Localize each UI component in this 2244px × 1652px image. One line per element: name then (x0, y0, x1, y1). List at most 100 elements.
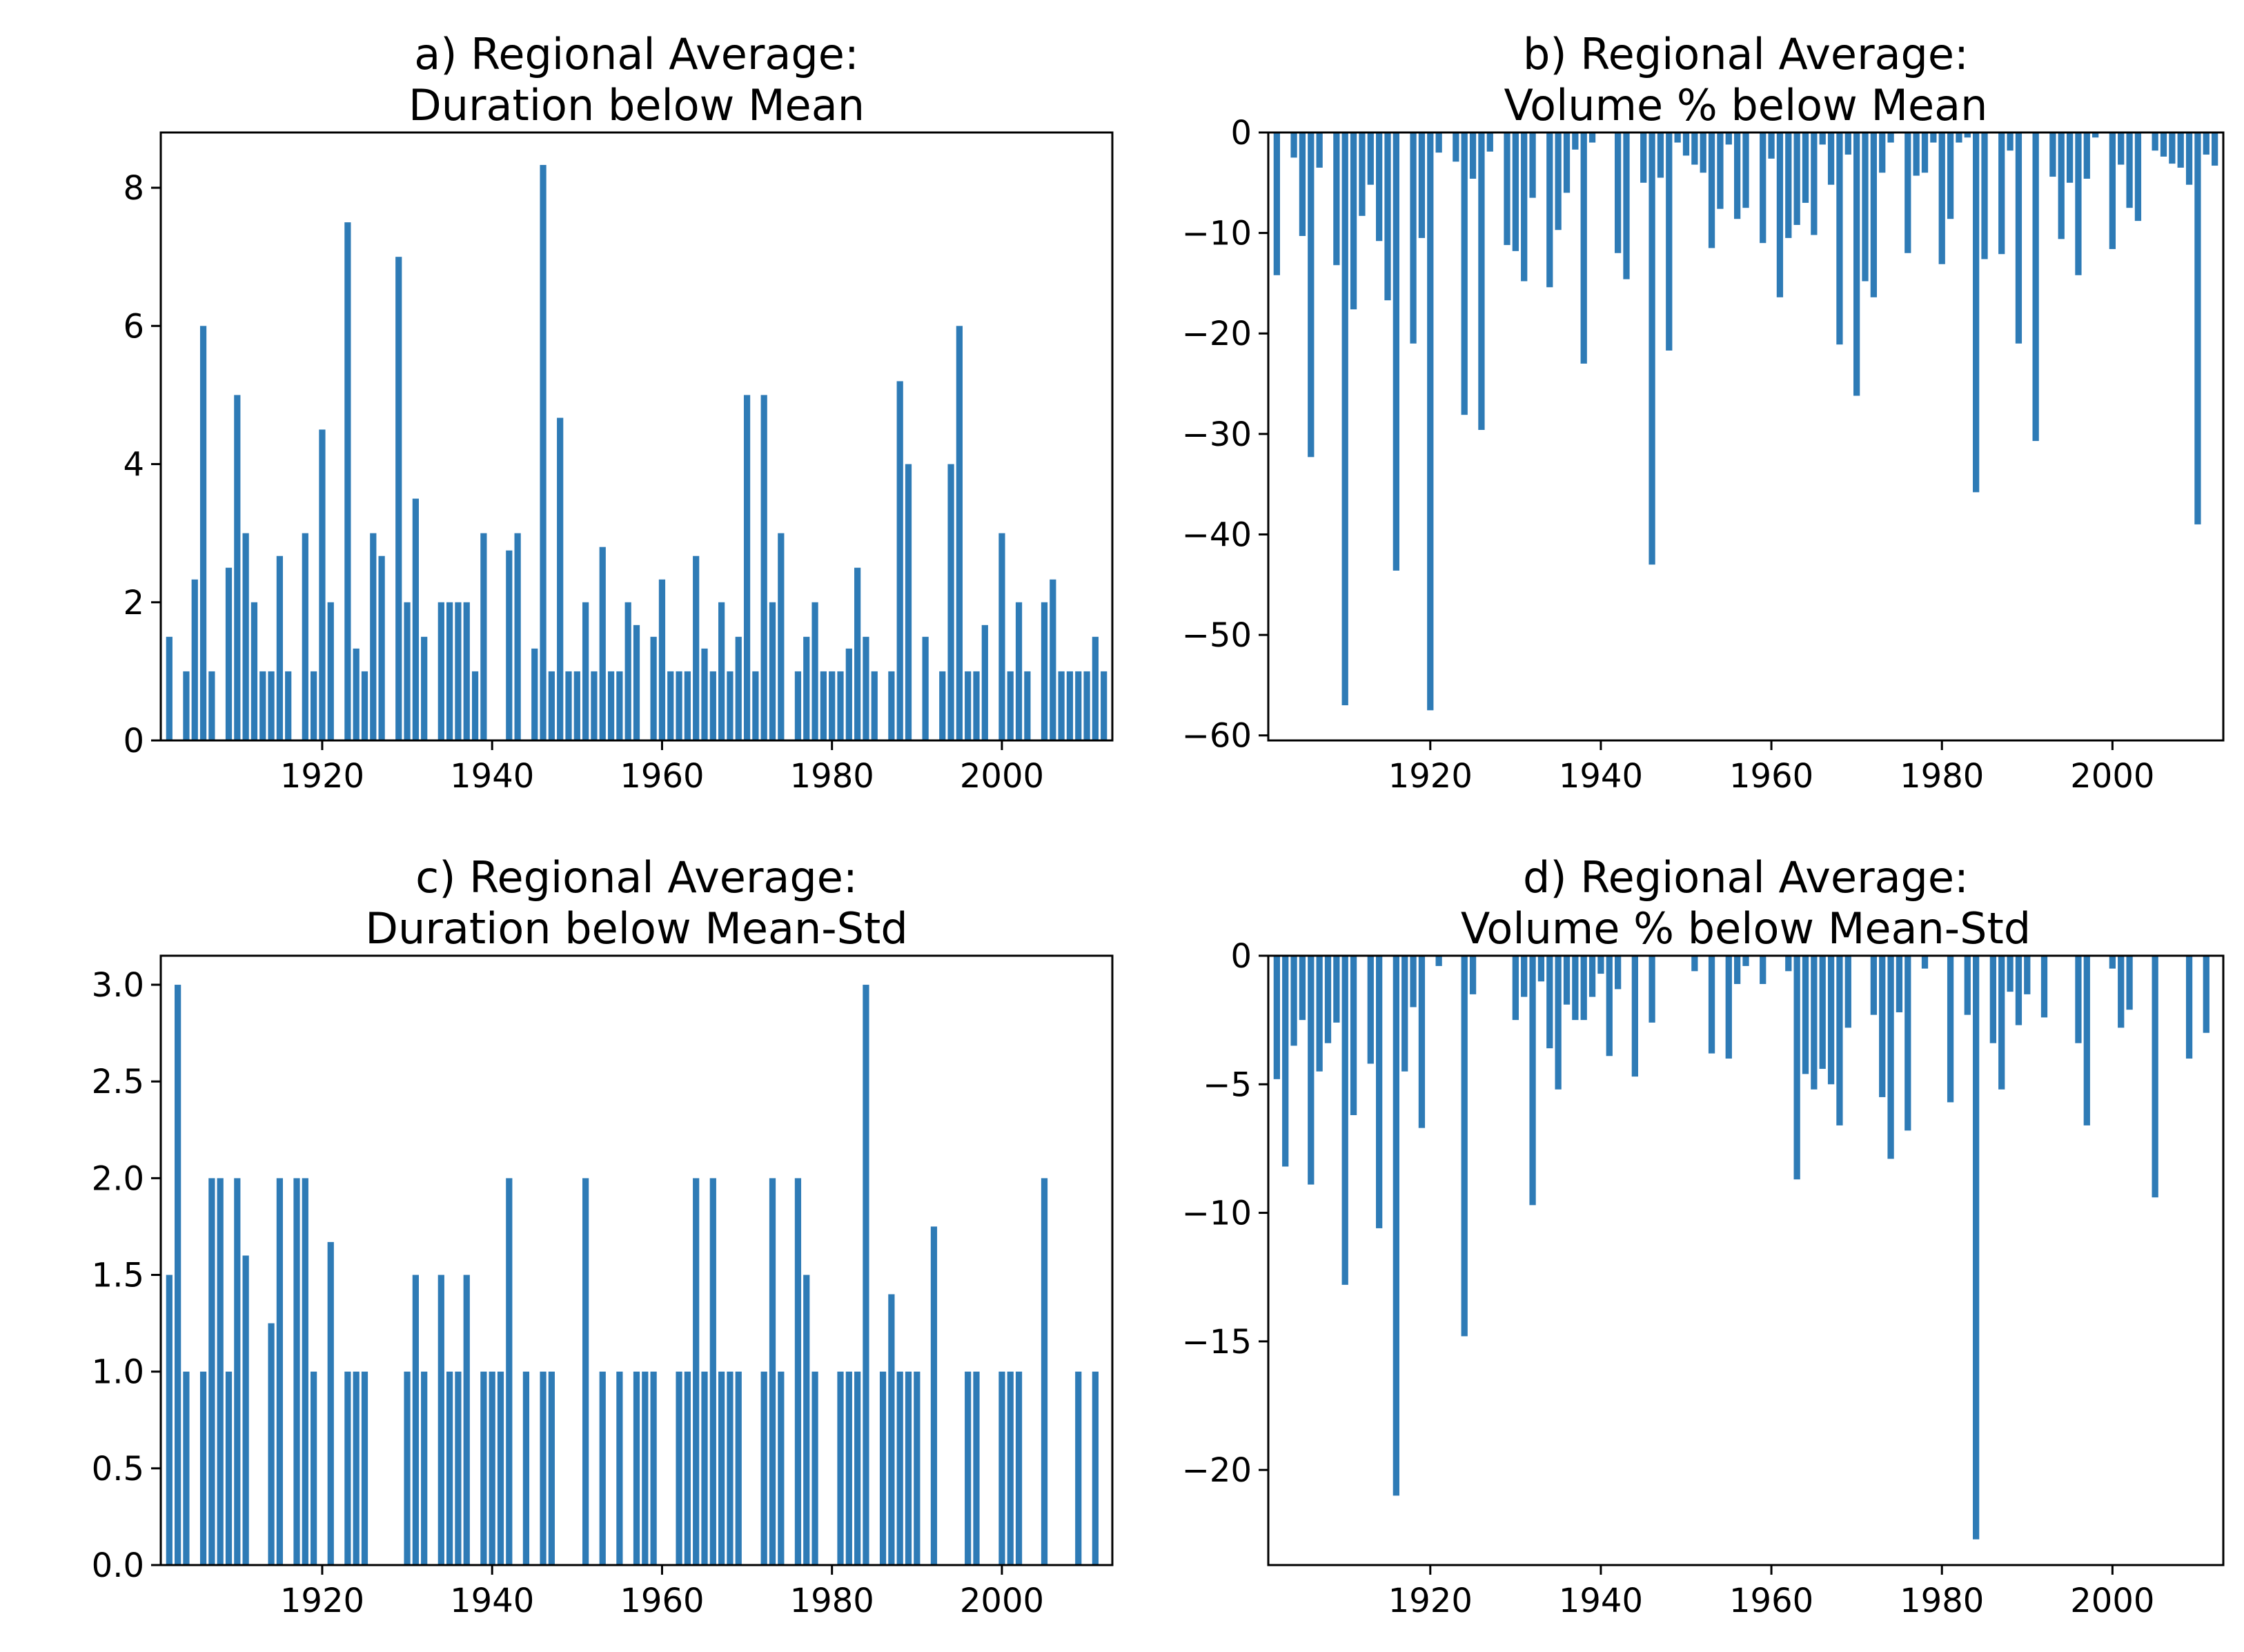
bar-1954 (1717, 132, 1724, 209)
bar-2008 (1066, 671, 1074, 740)
bar-1935 (1555, 132, 1562, 230)
x-tick-label: 1920 (1388, 757, 1473, 796)
bar-1990 (914, 1371, 921, 1565)
bar-1953 (1708, 132, 1715, 248)
bar-1959 (650, 1371, 657, 1565)
bar-2002 (2126, 132, 2133, 208)
bar-1909 (1333, 956, 1340, 1023)
x-tick-label: 1960 (620, 757, 704, 796)
bar-1983 (1964, 956, 1971, 1015)
x-tick-label: 1940 (450, 757, 534, 796)
bar-1963 (1793, 956, 1800, 1180)
bar-1940 (1597, 956, 1604, 974)
bar-1996 (965, 1371, 972, 1565)
bar-1982 (845, 1371, 852, 1565)
bar-1921 (1435, 132, 1442, 153)
bar-1967 (718, 602, 725, 740)
bar-1952 (1700, 132, 1706, 173)
bar-1941 (1606, 956, 1613, 1056)
bar-1935 (446, 1371, 453, 1565)
bar-1983 (1964, 132, 1971, 138)
bar-1940 (489, 1371, 495, 1565)
x-tick-label: 1960 (1729, 1582, 1813, 1620)
x-tick-label: 1920 (1388, 1582, 1473, 1620)
bar-1962 (1785, 956, 1792, 972)
bar-2000 (2109, 132, 2116, 249)
bar-1944 (1631, 956, 1638, 1077)
chart-title-line: a) Regional Average: (414, 29, 859, 79)
bars (1273, 956, 2209, 1540)
bar-1927 (378, 555, 385, 740)
bar-2000 (2109, 956, 2116, 969)
bar-1981 (837, 671, 844, 740)
y-tick-label: −10 (1182, 1194, 1252, 1233)
bar-1981 (1947, 132, 1954, 219)
bar-2001 (1007, 1371, 1014, 1565)
bar-1913 (259, 671, 266, 740)
bar-1937 (1572, 956, 1579, 1021)
bar-1936 (1563, 956, 1571, 1005)
bar-1967 (1827, 132, 1835, 185)
bar-1907 (1316, 132, 1323, 168)
y-tick-label: 1.5 (92, 1257, 144, 1295)
bar-1930 (1512, 132, 1519, 251)
bar-1996 (965, 671, 972, 740)
bar-1991 (922, 636, 929, 740)
x-tick-label: 1960 (1729, 757, 1813, 796)
bar-1912 (1359, 132, 1366, 216)
x-tick-label: 1940 (1559, 1582, 1643, 1620)
bar-1959 (650, 636, 657, 740)
y-tick-label: −60 (1182, 717, 1252, 756)
bar-1955 (616, 671, 623, 740)
bar-2000 (998, 533, 1005, 740)
bar-1988 (2007, 132, 2014, 151)
bar-1927 (1486, 132, 1493, 152)
bar-1995 (2066, 132, 2074, 183)
bar-1910 (234, 395, 241, 740)
y-tick-label: −50 (1182, 616, 1252, 655)
y-tick-label: 0 (1230, 114, 1252, 153)
bar-1902 (166, 1275, 173, 1565)
bar-1904 (1290, 956, 1297, 1046)
bars (166, 985, 1099, 1565)
bar-2011 (1092, 1371, 1099, 1565)
bar-1946 (1648, 956, 1655, 1023)
bar-1936 (455, 1371, 462, 1565)
bar-1984 (1973, 132, 1980, 493)
bar-1984 (863, 636, 869, 740)
bar-1996 (2075, 132, 2082, 275)
bar-1971 (752, 671, 759, 740)
bar-1957 (633, 625, 640, 740)
bar-1918 (1410, 132, 1417, 344)
bar-1934 (437, 1275, 444, 1565)
bar-1982 (1956, 132, 1962, 143)
y-tick-label: 3.0 (92, 966, 144, 1005)
chart-title-line: Volume % below Mean-Std (1461, 903, 2031, 954)
bar-1915 (1384, 132, 1391, 301)
bar-2009 (2185, 132, 2193, 185)
y-tick-label: −20 (1182, 315, 1252, 353)
bar-1964 (693, 1178, 700, 1565)
y-tick-label: 4 (123, 446, 144, 484)
bar-2000 (998, 1371, 1005, 1565)
bar-2011 (1092, 636, 1099, 740)
bar-1939 (480, 533, 487, 740)
bar-1997 (2083, 132, 2090, 179)
bar-1909 (225, 567, 233, 740)
bar-1989 (905, 464, 912, 740)
bar-1937 (463, 1275, 470, 1565)
plot-frame (1267, 131, 2225, 742)
y-tick-label: 1.0 (92, 1353, 144, 1392)
bar-1989 (905, 1371, 912, 1565)
y-tick-label: 0.0 (92, 1546, 144, 1585)
bar-1930 (1512, 956, 1519, 1021)
bar-2002 (1015, 1371, 1023, 1565)
bar-1948 (1666, 132, 1673, 351)
bar-1962 (676, 1371, 682, 1565)
bar-2005 (1041, 1178, 1048, 1565)
bar-1988 (896, 1371, 903, 1565)
bar-1957 (1742, 132, 1749, 208)
bar-1942 (1615, 956, 1622, 990)
bar-1935 (1555, 956, 1562, 1090)
bar-1929 (1504, 132, 1510, 246)
